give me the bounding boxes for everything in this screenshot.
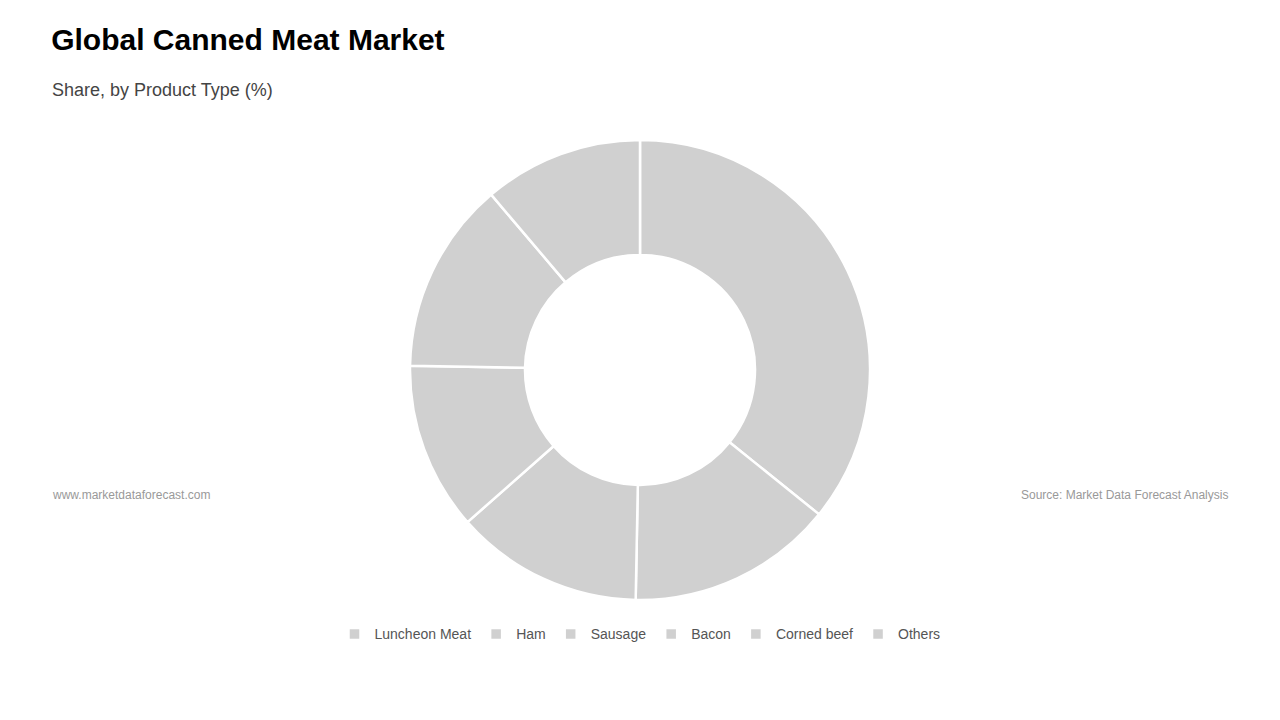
svg-text:Global Canned Meat Market: Global Canned Meat Market	[51, 23, 444, 56]
svg-text:Sausage: Sausage	[591, 626, 646, 642]
svg-text:Ham: Ham	[516, 626, 546, 642]
svg-text:www.marketdataforecast.com: www.marketdataforecast.com	[52, 488, 210, 502]
svg-text:Share, by Product Type (%): Share, by Product Type (%)	[52, 80, 273, 100]
svg-text:Source: Market Data Forecast A: Source: Market Data Forecast Analysis	[1021, 488, 1228, 502]
svg-text:Corned beef: Corned beef	[776, 626, 853, 642]
svg-text:Others: Others	[898, 626, 940, 642]
svg-text:Luncheon Meat: Luncheon Meat	[375, 626, 472, 642]
svg-text:Bacon: Bacon	[691, 626, 731, 642]
